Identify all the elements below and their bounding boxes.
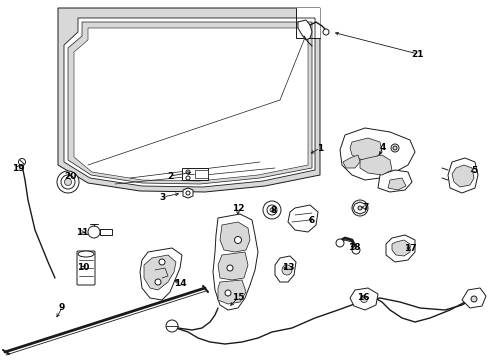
- Circle shape: [390, 144, 398, 152]
- Polygon shape: [352, 202, 366, 214]
- Circle shape: [19, 158, 25, 166]
- Text: 20: 20: [63, 171, 76, 180]
- Text: 5: 5: [470, 166, 476, 175]
- Polygon shape: [218, 280, 245, 304]
- Text: 11: 11: [76, 228, 88, 237]
- Circle shape: [351, 246, 359, 254]
- Polygon shape: [461, 288, 485, 308]
- Text: 14: 14: [173, 279, 186, 288]
- Polygon shape: [218, 252, 247, 280]
- Polygon shape: [68, 22, 311, 184]
- Circle shape: [282, 265, 291, 275]
- Bar: [100, 229, 112, 235]
- Polygon shape: [451, 165, 473, 187]
- Polygon shape: [297, 20, 311, 40]
- Circle shape: [360, 296, 367, 302]
- Polygon shape: [287, 205, 317, 232]
- Circle shape: [165, 320, 178, 332]
- Polygon shape: [339, 128, 414, 180]
- Text: 12: 12: [231, 203, 244, 212]
- Polygon shape: [295, 8, 319, 38]
- Circle shape: [155, 279, 161, 285]
- Circle shape: [185, 176, 190, 180]
- Text: 17: 17: [403, 243, 415, 252]
- Circle shape: [224, 290, 230, 296]
- Circle shape: [392, 146, 396, 150]
- Text: 18: 18: [347, 243, 360, 252]
- Polygon shape: [183, 188, 193, 198]
- Text: 9: 9: [59, 303, 65, 312]
- Circle shape: [88, 226, 100, 238]
- Text: 19: 19: [12, 163, 24, 172]
- Polygon shape: [274, 256, 295, 282]
- Polygon shape: [447, 158, 477, 193]
- Text: 3: 3: [160, 193, 166, 202]
- Circle shape: [185, 170, 190, 174]
- Text: 10: 10: [77, 264, 89, 273]
- Circle shape: [185, 191, 190, 195]
- Circle shape: [234, 237, 241, 243]
- Text: 15: 15: [231, 293, 244, 302]
- Polygon shape: [143, 255, 176, 290]
- Circle shape: [266, 205, 276, 215]
- Polygon shape: [58, 8, 319, 192]
- Polygon shape: [349, 138, 381, 160]
- Circle shape: [354, 203, 364, 213]
- Circle shape: [263, 201, 281, 219]
- Polygon shape: [213, 214, 258, 310]
- Text: 4: 4: [379, 143, 386, 152]
- Circle shape: [64, 179, 71, 185]
- Text: 13: 13: [281, 264, 294, 273]
- Text: 8: 8: [270, 206, 277, 215]
- Text: 16: 16: [356, 293, 368, 302]
- Polygon shape: [359, 155, 391, 175]
- Circle shape: [226, 265, 232, 271]
- Circle shape: [269, 208, 273, 212]
- Ellipse shape: [78, 251, 94, 257]
- Polygon shape: [349, 288, 377, 310]
- Polygon shape: [391, 240, 409, 256]
- Polygon shape: [74, 28, 307, 181]
- Text: 2: 2: [166, 171, 173, 180]
- Polygon shape: [220, 222, 249, 252]
- Polygon shape: [64, 18, 314, 187]
- Polygon shape: [195, 170, 207, 178]
- Circle shape: [335, 239, 343, 247]
- Text: 21: 21: [411, 50, 424, 59]
- Circle shape: [57, 171, 79, 193]
- Circle shape: [159, 259, 164, 265]
- Polygon shape: [140, 248, 182, 300]
- Text: 7: 7: [362, 202, 368, 212]
- Polygon shape: [387, 178, 405, 190]
- Text: 6: 6: [308, 216, 314, 225]
- Polygon shape: [377, 170, 411, 192]
- Circle shape: [357, 206, 361, 210]
- FancyBboxPatch shape: [77, 251, 95, 285]
- Circle shape: [323, 29, 328, 35]
- Circle shape: [351, 200, 367, 216]
- Polygon shape: [385, 235, 414, 262]
- Polygon shape: [342, 155, 359, 168]
- Circle shape: [183, 189, 192, 198]
- Text: 1: 1: [316, 144, 323, 153]
- Circle shape: [470, 296, 476, 302]
- Circle shape: [61, 175, 75, 189]
- Bar: [182, 168, 207, 180]
